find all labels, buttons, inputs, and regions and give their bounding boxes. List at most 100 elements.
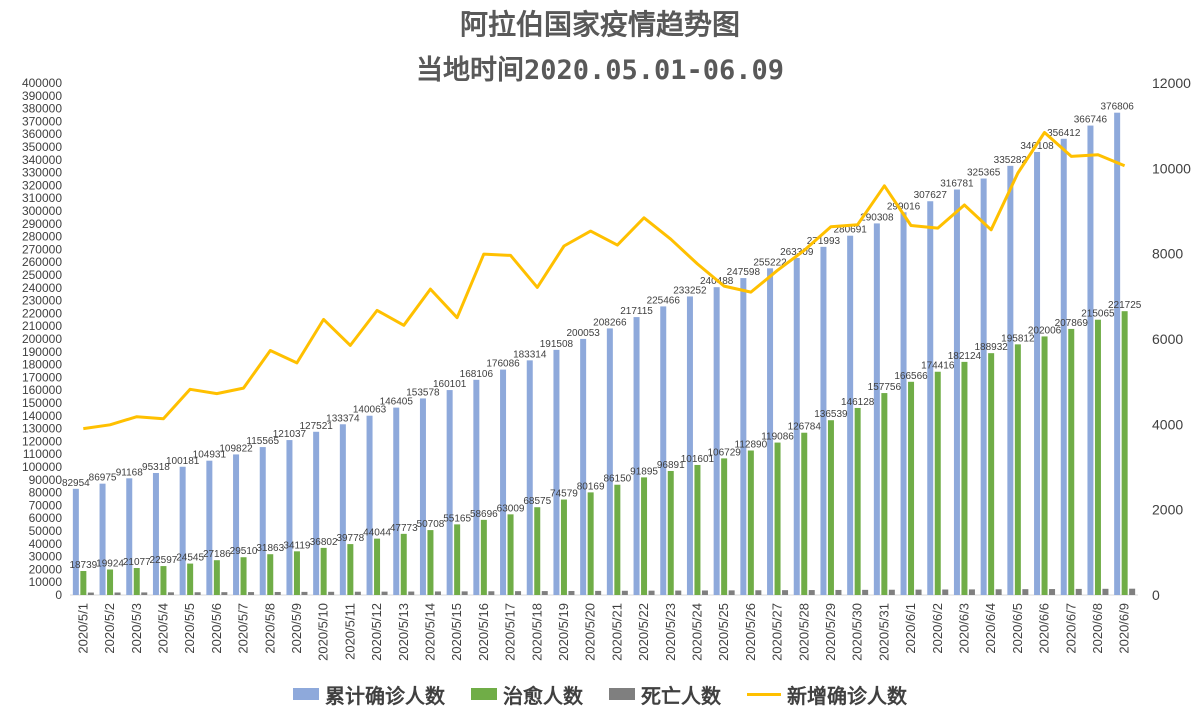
data-label-recovered: 195812 (1001, 333, 1035, 344)
bar-recovered (934, 371, 941, 595)
data-label-cumulative: 146405 (380, 397, 414, 408)
bar-deaths (995, 589, 1002, 595)
bar-recovered (667, 470, 674, 595)
x-tick-label: 2020/5/24 (689, 603, 704, 661)
data-label-recovered: 112890 (735, 440, 768, 451)
data-label-recovered: 18739 (69, 560, 97, 571)
bar-recovered (1094, 319, 1101, 595)
data-label-recovered: 27186 (203, 549, 231, 560)
data-label-recovered: 96891 (657, 460, 685, 471)
x-tick-label: 2020/5/27 (770, 603, 785, 661)
data-label-cumulative: 217115 (620, 306, 653, 317)
y-left-tick-label: 300000 (22, 204, 62, 218)
bar-cumulative (713, 287, 720, 595)
bar-deaths (915, 589, 922, 595)
y-left-tick-label: 350000 (22, 140, 62, 154)
y-right-tick-label: 0 (1152, 587, 1160, 603)
y-left-tick-label: 150000 (22, 396, 62, 410)
data-label-recovered: 146128 (841, 397, 875, 408)
y-left-tick-label: 200000 (22, 332, 62, 346)
bar-cumulative (873, 223, 880, 595)
bar-cumulative (206, 460, 213, 595)
bar-recovered (534, 507, 541, 595)
data-label-cumulative: 168106 (460, 369, 494, 380)
y-left-tick-label: 180000 (22, 358, 62, 372)
y-left-tick-label: 400000 (22, 76, 62, 90)
bar-recovered (240, 557, 247, 595)
data-label-recovered: 119086 (761, 432, 794, 443)
y-left-tick-label: 190000 (22, 345, 62, 359)
x-tick-label: 2020/5/5 (182, 603, 197, 654)
data-label-cumulative: 200053 (566, 328, 600, 339)
bar-cumulative (633, 317, 640, 595)
legend-label-recovered: 治愈人数 (503, 683, 583, 708)
bar-deaths (862, 589, 869, 595)
data-label-cumulative: 183314 (513, 349, 547, 360)
bar-recovered (1014, 344, 1021, 595)
y-left-tick-label: 390000 (22, 89, 62, 103)
bar-recovered (827, 420, 834, 595)
data-label-recovered: 106729 (707, 447, 741, 458)
bar-recovered (854, 407, 861, 595)
x-tick-label: 2020/6/4 (983, 603, 998, 654)
y-left-tick-label: 20000 (29, 562, 63, 576)
x-tick-label: 2020/5/13 (396, 603, 411, 661)
bar-recovered (774, 442, 781, 595)
bar-deaths (835, 589, 842, 595)
data-label-cumulative: 121037 (273, 429, 307, 440)
bar-cumulative (526, 360, 533, 595)
bar-cumulative (233, 454, 240, 595)
bar-cumulative (900, 212, 907, 595)
bar-cumulative (473, 379, 480, 595)
x-tick-label: 2020/5/12 (369, 603, 384, 661)
line-new-cases (83, 131, 1126, 431)
data-label-recovered: 29510 (230, 546, 258, 557)
x-tick-label: 2020/6/2 (930, 603, 945, 654)
bar-cumulative (580, 338, 587, 595)
data-label-recovered: 202006 (1028, 325, 1062, 336)
bar-deaths (1049, 589, 1056, 595)
y-left-tick-label: 90000 (29, 473, 63, 487)
x-tick-label: 2020/6/5 (1010, 603, 1025, 654)
data-label-recovered: 50708 (417, 519, 445, 530)
bar-cumulative (660, 306, 667, 595)
y-right-tick-label: 2000 (1152, 502, 1183, 518)
legend-swatch-recovered (471, 688, 497, 700)
y-left-tick-label: 10000 (29, 575, 63, 589)
data-label-cumulative: 366746 (1074, 115, 1108, 126)
bar-deaths (1129, 588, 1136, 595)
bar-deaths (808, 590, 815, 595)
y-right-tick-label: 12000 (1152, 75, 1191, 91)
data-label-recovered: 101601 (681, 454, 715, 465)
y-left-tick-label: 230000 (22, 294, 62, 308)
bar-deaths (968, 589, 975, 595)
bar-recovered (213, 560, 220, 595)
data-label-cumulative: 104931 (193, 450, 227, 461)
legend-item-cumulative: 累计确诊人数 (293, 680, 445, 709)
y-left-tick-label: 170000 (22, 370, 62, 384)
x-tick-label: 2020/5/29 (823, 603, 838, 661)
bar-recovered (347, 544, 354, 595)
bar-recovered (507, 514, 514, 595)
y-right-tick-label: 6000 (1152, 331, 1183, 347)
bar-deaths (114, 592, 121, 595)
legend-label-deaths: 死亡人数 (641, 683, 721, 708)
bar-deaths (888, 589, 895, 595)
data-label-cumulative: 290308 (860, 212, 894, 223)
y-left-tick-label: 130000 (22, 422, 62, 436)
bar-recovered (747, 450, 754, 595)
data-label-cumulative: 109822 (219, 443, 253, 454)
bar-cumulative (313, 431, 320, 595)
bar-recovered (694, 464, 701, 595)
data-label-recovered: 74579 (550, 489, 578, 500)
data-label-recovered: 36802 (310, 537, 338, 548)
bar-deaths (328, 591, 335, 595)
data-label-recovered: 21077 (123, 557, 151, 568)
bar-cumulative (286, 440, 293, 595)
data-label-recovered: 19924 (96, 558, 124, 569)
bar-cumulative (686, 296, 693, 595)
y-left-tick-label: 220000 (22, 306, 62, 320)
bar-recovered (187, 563, 194, 595)
y-left-tick-label: 70000 (29, 498, 63, 512)
x-tick-label: 2020/5/11 (342, 603, 357, 660)
